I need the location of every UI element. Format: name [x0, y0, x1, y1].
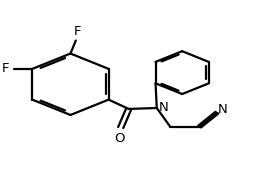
Text: N: N	[159, 101, 169, 114]
Text: F: F	[73, 25, 81, 38]
Text: O: O	[114, 132, 125, 145]
Text: F: F	[2, 62, 10, 75]
Text: N: N	[218, 103, 228, 116]
